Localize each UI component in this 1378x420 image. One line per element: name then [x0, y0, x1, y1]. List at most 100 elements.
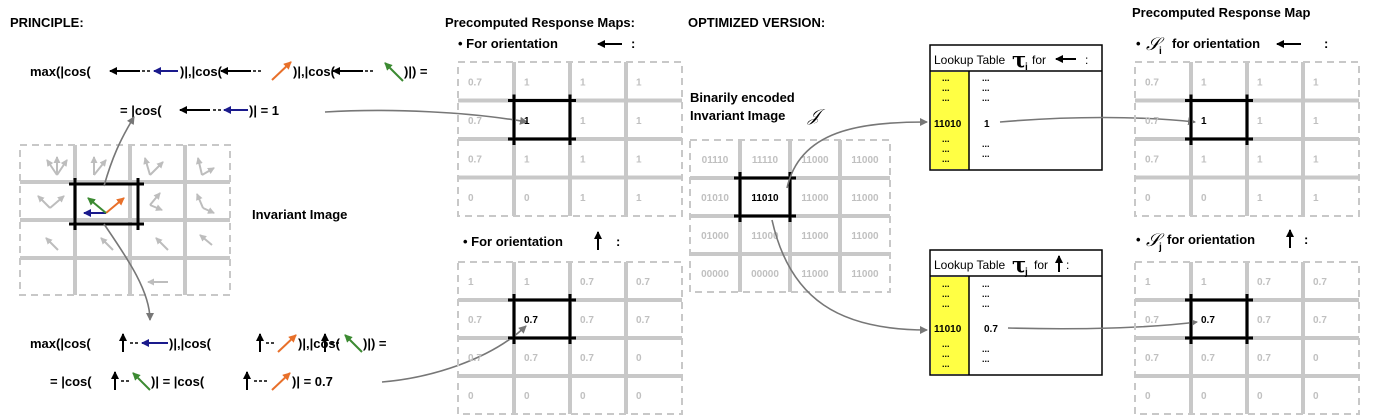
tau-symbol: τ — [1012, 252, 1026, 277]
cell-value: 1 — [1313, 116, 1319, 127]
response-map-up: 1 1 0.7 0.7 0.7 0.7 0.7 0.7 0.7 0.7 0.7 0 0 0 0 0 — [457, 261, 683, 415]
cell-value: 0 — [1145, 391, 1151, 402]
ellipsis: ... — [942, 144, 950, 154]
s-subscript: j — [1158, 242, 1162, 253]
green-arrow-icon — [132, 372, 151, 391]
cell-value: 1 — [1313, 154, 1319, 165]
cell-value: 1 — [580, 116, 586, 127]
ellipsis: ... — [982, 344, 990, 354]
cell-value: 0.7 — [580, 277, 594, 288]
orange-arrow-icon — [105, 197, 125, 214]
cell-value: 11000 — [851, 155, 879, 166]
cell-value: 1 — [580, 154, 586, 165]
bullet: • — [1136, 232, 1141, 247]
green-arrow-icon — [344, 334, 363, 353]
flow-arrow — [381, 325, 527, 383]
cell-value: 0.7 — [468, 353, 482, 364]
cell-value: 0.7 — [1201, 353, 1215, 364]
cell-value: 1 — [1145, 277, 1151, 288]
green-arrow-icon — [87, 197, 107, 214]
cell-value: 0 — [524, 391, 530, 402]
lookup-table-j: Lookup Table τ j for : ... ... ... ... .… — [929, 249, 1103, 376]
cell-value: 0.7 — [636, 315, 650, 326]
cell-value: 0 — [1257, 391, 1263, 402]
ellipsis: ... — [942, 83, 950, 93]
cell-value: 1 — [1313, 77, 1319, 88]
orange-arrow-icon — [271, 61, 292, 81]
highlighted-cell-value: 11010 — [751, 193, 779, 204]
s-symbol: 𝒮 — [1146, 34, 1165, 55]
cell-value: 0.7 — [468, 77, 482, 88]
response-map-s-j: 1 1 0.7 0.7 0.7 0.7 0.7 0.7 0.7 0.7 0.7 0 0 0 0 0 — [1134, 261, 1360, 415]
flow-arrow — [771, 219, 928, 334]
lookup-key: 11010 — [934, 324, 962, 335]
cell-value: 0.7 — [524, 353, 538, 364]
ellipsis: ... — [942, 154, 950, 164]
eq2-part-4: )|) = — [363, 336, 387, 351]
ellipsis: ... — [982, 289, 990, 299]
equation-up-result: = |cos( )| = |cos( )| = 0.7 — [50, 371, 333, 391]
cell-value: 0 — [468, 391, 474, 402]
orientation-label-up: • For orientation : — [463, 231, 620, 250]
eq1-result-part-2: )| = 1 — [249, 103, 279, 118]
cell-value: 0.7 — [1145, 77, 1159, 88]
cell-value: 1 — [1257, 193, 1263, 204]
heading-principle: PRINCIPLE: — [10, 15, 84, 30]
cell-value: 11000 — [851, 269, 879, 280]
highlighted-cell — [512, 298, 572, 340]
cell-value: 00000 — [701, 269, 729, 280]
tau-subscript: i — [1025, 62, 1028, 73]
eq2-result-part-3: )| = 0.7 — [292, 374, 333, 389]
cell-value: 1 — [524, 277, 530, 288]
s-symbol: 𝒮 — [1146, 230, 1165, 251]
highlighted-cell-value: 0.7 — [1201, 315, 1215, 326]
s-j-orientation-label: • 𝒮 j for orientation : — [1136, 229, 1308, 253]
cell-value: 0 — [636, 391, 642, 402]
response-map-s-i: 0.7 1 1 1 0.7 1 1 1 0.7 1 1 1 0 0 1 1 — [1134, 61, 1360, 217]
cell-value: 01110 — [702, 155, 729, 166]
ellipsis: ... — [942, 289, 950, 299]
ellipsis: ... — [942, 339, 950, 349]
flow-arrow — [103, 116, 135, 187]
cell-value: 11000 — [801, 269, 829, 280]
cell-value: 0.7 — [1313, 277, 1327, 288]
highlighted-cell — [512, 99, 572, 141]
eq1-part-3: )|,|cos( — [293, 64, 336, 79]
orientation-text: for orientation — [1172, 36, 1260, 51]
orange-arrow-icon — [277, 334, 297, 353]
flow-arrow — [324, 109, 528, 125]
cell-value: 1 — [1201, 154, 1207, 165]
cell-value: 0.7 — [636, 277, 650, 288]
orange-arrow-icon — [271, 372, 291, 391]
cell-value: 0 — [580, 391, 586, 402]
cell-value: 0.7 — [1145, 154, 1159, 165]
highlighted-cell-value: 1 — [524, 116, 530, 127]
cell-value: 11000 — [801, 231, 829, 242]
heading-precomputed-maps: Precomputed Response Maps: — [445, 15, 635, 30]
cell-value: 1 — [580, 77, 586, 88]
ellipsis: ... — [982, 93, 990, 103]
ellipsis: ... — [982, 279, 990, 289]
cell-value: 1 — [524, 77, 530, 88]
green-arrow-icon — [384, 62, 404, 82]
heading-precomputed-map: Precomputed Response Map — [1132, 5, 1310, 20]
cell-value: 11000 — [801, 193, 829, 204]
response-map-left: 0.7 1 1 1 0.7 1 1 1 0.7 1 1 1 0 0 1 1 — [457, 61, 683, 217]
script-j-symbol: 𝒥 — [807, 106, 826, 126]
bullet: • — [1136, 36, 1141, 51]
cell-value: 0 — [636, 353, 642, 364]
cell-value: 1 — [636, 77, 642, 88]
ellipsis: ... — [982, 83, 990, 93]
eq2-part-3: )|,|cos( — [298, 336, 341, 351]
ellipsis: ... — [982, 354, 990, 364]
cell-value: 0.7 — [1145, 116, 1159, 127]
cell-value: 0.7 — [1145, 315, 1159, 326]
orientation-arrows — [37, 156, 215, 286]
lookup-key: 11010 — [934, 119, 962, 130]
cell-value: 0.7 — [580, 353, 594, 364]
lookup-colon: : — [1085, 53, 1088, 67]
cell-value: 1 — [1201, 77, 1207, 88]
lookup-for: for — [1032, 53, 1046, 67]
lookup-title: Lookup Table — [934, 258, 1006, 272]
equation-up: max(|cos( )|,|cos( )|,|cos( )|) = — [30, 333, 387, 353]
